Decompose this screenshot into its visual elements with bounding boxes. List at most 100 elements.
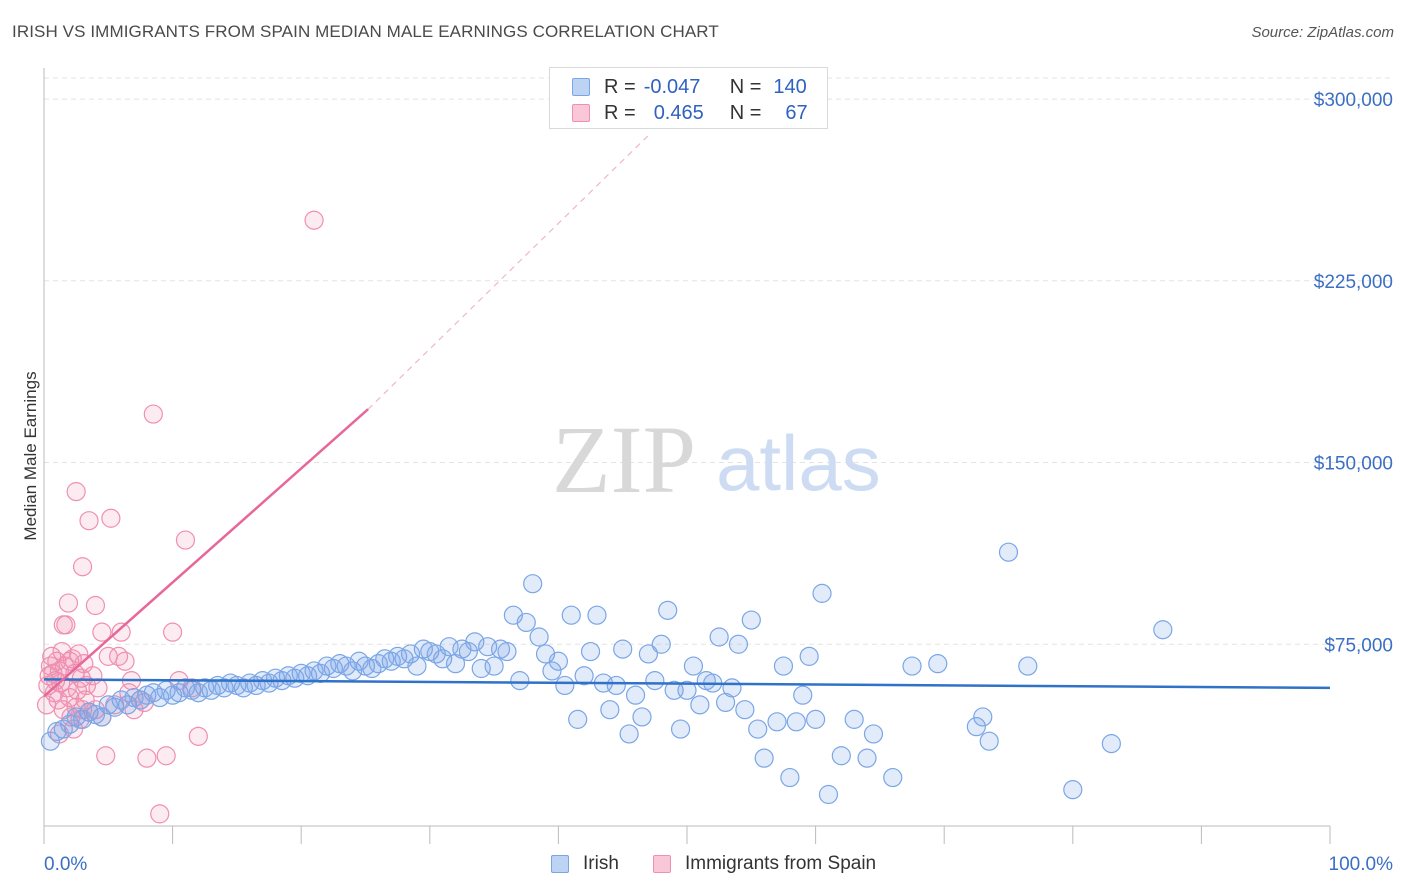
irish-point-122 xyxy=(844,709,864,729)
spain-point-17 xyxy=(58,593,79,613)
y-tick-label-0: $75,000 xyxy=(1324,635,1393,656)
legend-spain-swatch xyxy=(653,855,671,873)
irish-point-78 xyxy=(542,661,562,681)
irish-point-94 xyxy=(645,671,665,691)
spain-point-12 xyxy=(52,641,72,662)
spain-point-40 xyxy=(79,511,99,531)
legend-n-value-irish: 140 xyxy=(773,75,807,98)
spain-point-24 xyxy=(67,680,88,700)
trend-lines xyxy=(43,134,1331,698)
irish-point-134 xyxy=(1101,734,1121,754)
irish-point-111 xyxy=(754,748,774,768)
spain-point-43 xyxy=(85,595,106,616)
irish-point-110 xyxy=(748,719,768,739)
irish-point-88 xyxy=(606,675,626,696)
irish-point-119 xyxy=(812,583,832,603)
spain-point-54 xyxy=(137,748,157,768)
spain-point-56 xyxy=(150,804,170,824)
irish-point-80 xyxy=(555,675,575,696)
irish-point-131 xyxy=(998,542,1019,562)
y-tick-label-2: $225,000 xyxy=(1314,272,1393,293)
irish-point-92 xyxy=(632,707,652,727)
axis-layer xyxy=(43,68,1331,844)
y-axis-label: Median Male Earnings xyxy=(21,371,40,540)
spain-point-63 xyxy=(304,210,324,230)
spain-point-35 xyxy=(88,678,108,698)
irish-point-83 xyxy=(574,666,594,686)
irish-point-126 xyxy=(902,656,922,676)
legend-item-spain: Immigrants from Spain xyxy=(653,853,876,875)
irish-point-127 xyxy=(928,654,948,674)
irish-point-99 xyxy=(677,680,697,700)
watermark: ZIP atlas xyxy=(552,406,881,513)
source-label: Source: ZipAtlas.com xyxy=(1251,24,1394,41)
irish-point-100 xyxy=(683,656,704,676)
irish-point-91 xyxy=(625,685,646,705)
legend-n-value-spain: 67 xyxy=(785,101,808,124)
legend-irish-swatch xyxy=(551,855,569,873)
legend-n-label-irish: N = xyxy=(729,75,762,98)
irish-point-112 xyxy=(767,712,787,732)
irish-point-132 xyxy=(1018,656,1038,676)
irish-point-73 xyxy=(510,671,530,691)
watermark-atlas: atlas xyxy=(716,419,881,507)
series-spain-points xyxy=(36,210,324,824)
irish-point-125 xyxy=(883,767,903,788)
irish-point-65 xyxy=(458,641,478,662)
irish-point-87 xyxy=(600,700,620,720)
x-tick-label-1: 100.0% xyxy=(1329,854,1394,875)
spain-point-55 xyxy=(143,404,163,424)
x-tick-label-0: 0.0% xyxy=(44,854,87,875)
irish-point-84 xyxy=(580,641,601,662)
y-tick-label-1: $150,000 xyxy=(1314,454,1393,475)
irish-swatch xyxy=(572,78,590,96)
spain-point-18 xyxy=(60,687,80,708)
irish-point-116 xyxy=(793,685,813,705)
irish-point-101 xyxy=(690,695,710,715)
legend-r-value-irish: -0.047 xyxy=(643,75,701,98)
legend-row-spain: R = 0.465 N = 67 xyxy=(572,101,808,125)
spain-point-49 xyxy=(111,622,131,642)
irish-point-47 xyxy=(343,661,363,681)
irish-point-128 xyxy=(966,717,986,737)
irish-point-117 xyxy=(799,646,819,666)
irish-point-107 xyxy=(728,634,749,654)
irish-point-8 xyxy=(92,707,112,727)
spain-point-44 xyxy=(92,622,112,642)
irish-point-93 xyxy=(638,644,659,664)
spain-swatch xyxy=(572,104,590,122)
spain-point-50 xyxy=(115,651,135,671)
spain-point-37 xyxy=(53,615,73,635)
irish-point-98 xyxy=(670,719,691,739)
irish-point-85 xyxy=(587,605,607,625)
irish-point-135 xyxy=(1153,620,1173,640)
irish-point-90 xyxy=(619,724,639,744)
legend-row-irish: R = -0.047 N = 140 xyxy=(572,75,807,99)
series-legend: Irish Immigrants from Spain xyxy=(0,851,1406,877)
irish-point-95 xyxy=(651,634,671,654)
irish-point-129 xyxy=(973,707,993,727)
irish-point-114 xyxy=(780,767,800,788)
spain-point-57 xyxy=(156,746,176,766)
chart-title: IRISH VS IMMIGRANTS FROM SPAIN MEDIAN MA… xyxy=(12,22,719,41)
irish-point-96 xyxy=(658,600,678,620)
irish-point-82 xyxy=(568,709,588,729)
irish-point-66 xyxy=(465,632,485,652)
irish-point-104 xyxy=(709,627,729,647)
spain-trend-extension xyxy=(367,134,649,410)
irish-point-133 xyxy=(1063,780,1083,800)
irish-point-81 xyxy=(561,605,581,625)
spain-point-46 xyxy=(101,508,121,528)
spain-point-64 xyxy=(96,746,116,766)
irish-point-121 xyxy=(831,746,851,766)
legend-n-label-spain: N = xyxy=(729,101,762,124)
irish-point-74 xyxy=(516,612,536,633)
irish-point-130 xyxy=(979,731,999,751)
spain-point-60 xyxy=(175,530,196,550)
spain-point-58 xyxy=(163,622,183,642)
irish-point-109 xyxy=(741,610,761,630)
irish-point-89 xyxy=(613,639,633,659)
irish-point-118 xyxy=(805,709,826,729)
irish-point-56 xyxy=(400,644,421,664)
